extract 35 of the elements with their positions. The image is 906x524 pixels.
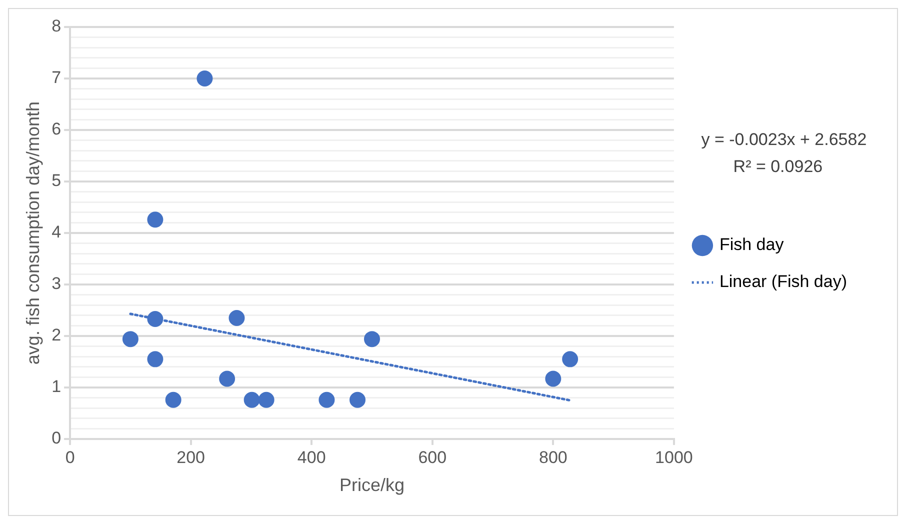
point (562, 351, 578, 368)
point (244, 392, 260, 408)
legend-label: Fish day (719, 235, 784, 254)
y-tick-label: 5 (52, 171, 62, 190)
y-tick-label: 6 (52, 120, 62, 139)
y-tick-label: 2 (52, 326, 62, 345)
text: y = -0.0023x + 2.6582 (701, 130, 867, 149)
point (318, 392, 335, 408)
point (165, 392, 182, 408)
point (147, 212, 164, 228)
x-axis-title: Price/kg (339, 475, 405, 496)
x-tick-label: 0 (65, 448, 75, 467)
point (545, 370, 562, 387)
point (364, 331, 380, 348)
point (147, 351, 164, 368)
legend-label: Linear (Fish day) (719, 272, 848, 292)
y-tick-label: 4 (52, 222, 62, 242)
point (258, 392, 274, 408)
x-tick-label: 1000 (655, 448, 693, 467)
x-tick-label: 400 (297, 448, 326, 467)
point (228, 310, 245, 326)
point (219, 370, 236, 387)
y-tick-label: 7 (52, 68, 62, 88)
point (350, 392, 366, 408)
text: R² = 0.0926 (733, 157, 823, 176)
y-tick-label: 1 (52, 377, 62, 396)
y-axis-title: avg. fish consumption day/month (22, 101, 43, 365)
y-tick-label: 0 (52, 428, 62, 448)
x-tick-label: 200 (176, 448, 206, 467)
point (196, 70, 213, 86)
x-tick-label: 600 (418, 448, 447, 467)
y-tick-label: 8 (52, 16, 62, 36)
point (122, 331, 138, 348)
x-tick-label: 800 (538, 448, 568, 467)
y-tick-label: 3 (52, 274, 62, 294)
